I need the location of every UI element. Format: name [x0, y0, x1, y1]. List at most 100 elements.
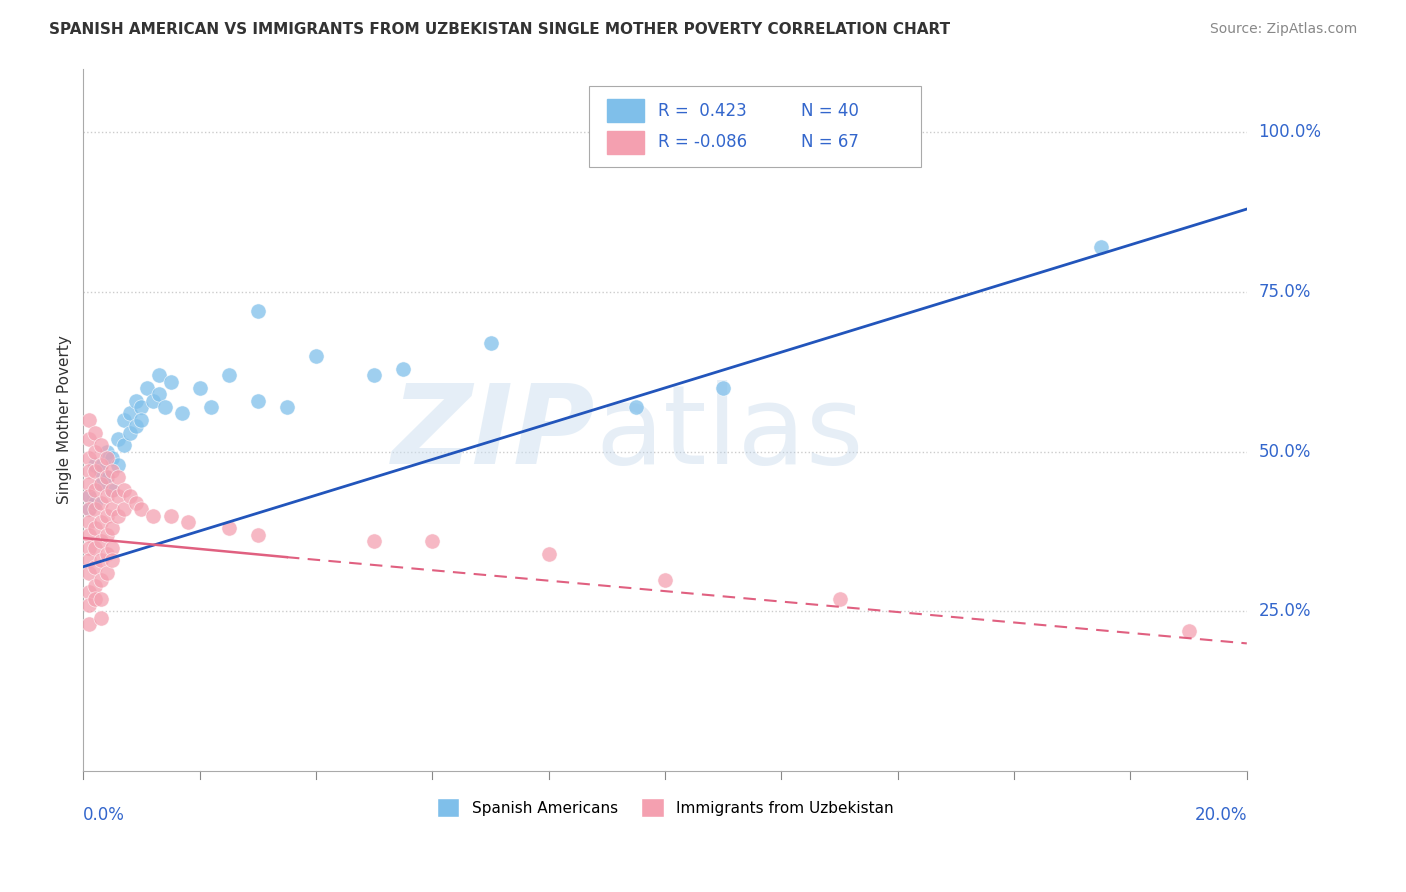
Text: Source: ZipAtlas.com: Source: ZipAtlas.com [1209, 22, 1357, 37]
Point [84, 541, 107, 555]
Point [246, 393, 269, 408]
Point [420, 534, 443, 549]
Text: 25.0%: 25.0% [1258, 602, 1310, 621]
Point [90, 458, 112, 472]
Point [107, 470, 129, 484]
Point [107, 458, 129, 472]
Point [90, 496, 112, 510]
Point [118, 425, 141, 440]
Point [112, 413, 135, 427]
Point [107, 490, 129, 504]
Legend: Spanish Americans, Immigrants from Uzbekistan: Spanish Americans, Immigrants from Uzbek… [430, 792, 900, 823]
Point [118, 490, 141, 504]
Point [118, 406, 141, 420]
Point [77, 413, 100, 427]
Point [112, 438, 135, 452]
Point [124, 496, 146, 510]
Point [624, 400, 647, 414]
Point [276, 400, 298, 414]
Y-axis label: Single Mother Poverty: Single Mother Poverty [58, 335, 72, 504]
Point [96, 528, 118, 542]
Point [84, 502, 107, 516]
Point [77, 502, 100, 516]
Point [101, 553, 124, 567]
Point [124, 393, 146, 408]
Text: atlas: atlas [595, 380, 863, 487]
Point [77, 528, 100, 542]
Point [112, 502, 135, 516]
Point [101, 483, 124, 497]
Point [90, 476, 112, 491]
Point [1177, 624, 1199, 638]
Point [84, 579, 107, 593]
Point [131, 413, 153, 427]
Point [96, 470, 118, 484]
Point [188, 381, 211, 395]
Point [77, 476, 100, 491]
Bar [607, 131, 644, 153]
Point [1090, 240, 1112, 254]
Point [77, 432, 100, 446]
Point [77, 566, 100, 581]
Point [131, 400, 153, 414]
Point [101, 451, 124, 466]
Point [101, 483, 124, 497]
Point [84, 496, 107, 510]
Point [537, 547, 560, 561]
Point [96, 547, 118, 561]
Point [96, 490, 118, 504]
Point [90, 553, 112, 567]
Point [101, 464, 124, 478]
Point [218, 368, 240, 383]
Point [392, 361, 415, 376]
Text: 0.0%: 0.0% [83, 806, 125, 824]
Point [101, 541, 124, 555]
Point [90, 464, 112, 478]
Point [84, 444, 107, 458]
Text: 50.0%: 50.0% [1258, 442, 1310, 461]
Text: 20.0%: 20.0% [1194, 806, 1247, 824]
Point [136, 381, 159, 395]
FancyBboxPatch shape [589, 87, 921, 167]
Point [90, 591, 112, 606]
Point [90, 534, 112, 549]
Point [90, 438, 112, 452]
Point [77, 585, 100, 599]
Point [159, 375, 181, 389]
Point [84, 521, 107, 535]
Point [200, 400, 222, 414]
Point [77, 553, 100, 567]
Point [153, 400, 176, 414]
Text: 100.0%: 100.0% [1258, 123, 1322, 142]
Bar [607, 99, 644, 122]
Point [177, 515, 200, 529]
Point [77, 617, 100, 632]
Point [305, 349, 328, 363]
Point [96, 508, 118, 523]
Point [142, 393, 165, 408]
Point [90, 573, 112, 587]
Point [107, 432, 129, 446]
Point [107, 508, 129, 523]
Point [84, 464, 107, 478]
Point [148, 387, 170, 401]
Point [142, 508, 165, 523]
Point [828, 591, 851, 606]
Point [363, 534, 385, 549]
Point [159, 508, 181, 523]
Text: 75.0%: 75.0% [1258, 283, 1310, 301]
Point [172, 406, 194, 420]
Point [84, 483, 107, 497]
Point [84, 591, 107, 606]
Point [96, 470, 118, 484]
Point [77, 541, 100, 555]
Point [90, 476, 112, 491]
Point [77, 515, 100, 529]
Point [77, 490, 100, 504]
Point [124, 419, 146, 434]
Text: R = -0.086: R = -0.086 [658, 133, 747, 152]
Point [77, 451, 100, 466]
Point [96, 451, 118, 466]
Point [77, 464, 100, 478]
Text: R =  0.423: R = 0.423 [658, 102, 747, 120]
